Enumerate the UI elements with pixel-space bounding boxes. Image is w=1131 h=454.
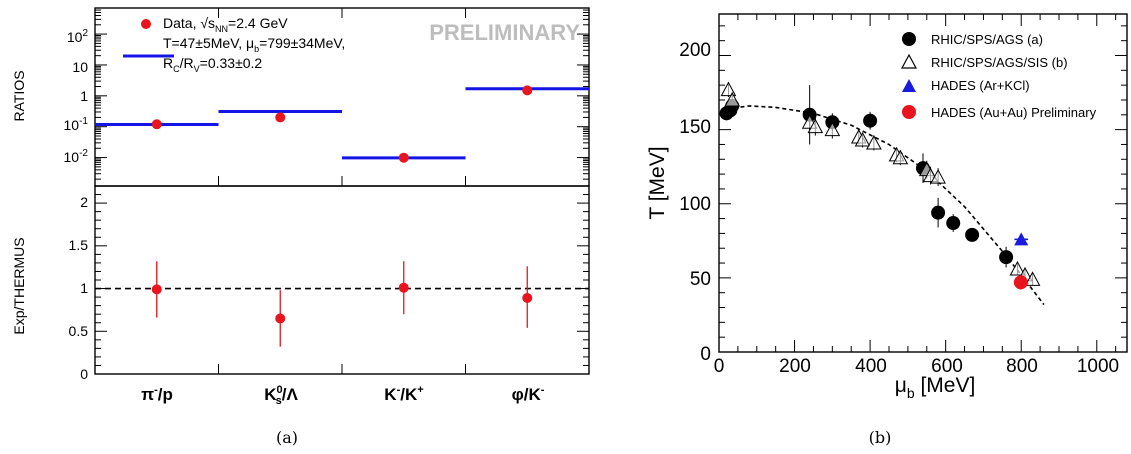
legend-rhic-label: RHIC/SPS/AGS (a) xyxy=(931,32,1043,47)
rhic-sps-ags-sis-b-point xyxy=(807,118,824,134)
exp-frame xyxy=(94,185,590,375)
legend-auau-label: HADES (Au+Au) Preliminary xyxy=(931,105,1097,120)
xtick-0: 0 xyxy=(714,356,725,377)
exp-thermus-point xyxy=(522,292,533,303)
legend-sis-marker xyxy=(900,53,918,69)
ratios-ytick-1e-2: 10-2 xyxy=(64,148,89,165)
ratios-ytick-10: 10 xyxy=(72,59,88,75)
ytick-100: 100 xyxy=(679,194,711,215)
caption-b: (b) xyxy=(869,428,892,447)
data-ratio-point xyxy=(398,152,409,163)
exp-marks xyxy=(95,261,589,347)
rhic-sps-ags-sis-b-point xyxy=(892,149,909,165)
chart-a: 10-2 10-1 1 10 102 RATIOS Exp/THERMUS 0 … xyxy=(11,7,590,447)
xtick-600: 600 xyxy=(931,356,963,377)
ratios-ytick-1: 1 xyxy=(80,88,88,104)
rhic-sps-ags-a-point xyxy=(946,216,961,231)
rhic-sps-ags-sis-b-point xyxy=(866,134,882,150)
exp-ytick-1: 1 xyxy=(80,280,88,296)
tmu-legend: RHIC/SPS/AGS (a) RHIC/SPS/AGS/SIS (b) HA… xyxy=(900,32,1097,120)
ratios-minor-ticks xyxy=(95,7,589,180)
ratios-ytick-1e-1: 10-1 xyxy=(64,116,89,133)
rhic-sps-ags-sis-b-point xyxy=(854,131,871,147)
exp-ytick-2: 2 xyxy=(80,194,88,210)
caption-a: (a) xyxy=(276,428,298,447)
category-separators xyxy=(218,8,466,374)
xtick-k0s-lambda: K0 s/Λ xyxy=(264,384,298,407)
tmu-frame xyxy=(718,13,1128,353)
tmu-ticks xyxy=(718,14,1127,353)
exp-thermus-point xyxy=(151,284,162,295)
ytick-200: 200 xyxy=(679,40,711,61)
legend-data-label: Data, √sNN=2.4 GeV xyxy=(163,15,288,34)
ylabel-t-mev: T [MeV] xyxy=(646,146,669,219)
ytick-0: 0 xyxy=(700,344,711,365)
exp-ytick-0.5: 0.5 xyxy=(69,323,89,339)
rhic-sps-ags-sis-b-point xyxy=(1009,260,1026,276)
legend-arkcl-marker xyxy=(902,79,916,92)
xtick-phi-km: φ/K- xyxy=(512,384,545,404)
xtick-pi-p: π-/p xyxy=(141,384,173,404)
chart-b: 0 50 100 150 200 0 200 400 600 800 1000 … xyxy=(646,13,1128,447)
ytick-150: 150 xyxy=(679,117,711,138)
exp-thermus-point xyxy=(398,282,409,293)
ytick-50: 50 xyxy=(690,269,711,290)
hades-au-au-preliminary-point xyxy=(1013,275,1028,290)
legend-auau-marker xyxy=(902,105,916,119)
xtick-200: 200 xyxy=(779,356,811,377)
rhic-sps-ags-a-point xyxy=(863,113,878,128)
exp-ytick-0: 0 xyxy=(80,366,88,382)
legend-sis-label: RHIC/SPS/AGS/SIS (b) xyxy=(931,55,1068,70)
legend-fit-line2: RC/RV=0.33±0.2 xyxy=(163,55,262,74)
xlabel-mub-mev: μb [MeV] xyxy=(895,374,976,401)
rhic-sps-ags-sis-b-point xyxy=(1024,271,1041,286)
ratios-ylabel: RATIOS xyxy=(11,70,27,121)
legend-rhic-marker xyxy=(902,32,916,46)
ratios-marks xyxy=(95,85,589,163)
rhic-sps-ags-a-point xyxy=(931,205,946,220)
rhic-sps-ags-a-point xyxy=(965,227,980,242)
exp-ticks xyxy=(95,185,589,375)
tmu-marks xyxy=(719,81,1045,306)
legend-fit-line1: T=47±5MeV, μb=799±34MeV, xyxy=(163,35,345,54)
data-ratio-point xyxy=(275,112,286,123)
exp-ytick-1.5: 1.5 xyxy=(69,237,89,253)
data-ratio-point xyxy=(522,85,533,96)
xtick-1000: 1000 xyxy=(1077,356,1119,377)
hades-ar-kcl-point xyxy=(1014,232,1029,246)
rhic-sps-ags-sis-b-point xyxy=(724,91,741,107)
data-ratio-point xyxy=(151,119,162,130)
legend-data-marker xyxy=(141,19,151,29)
exp-thermus-point xyxy=(275,313,286,324)
xtick-km-kp: K-/K+ xyxy=(384,384,423,404)
xtick-800: 800 xyxy=(1006,356,1038,377)
exp-ylabel: Exp/THERMUS xyxy=(11,237,27,334)
rhic-sps-ags-sis-b-point xyxy=(720,81,737,97)
preliminary-watermark: PRELIMINARY xyxy=(429,20,580,45)
rhic-sps-ags-sis-b-point xyxy=(930,169,946,184)
rhic-sps-ags-a-point xyxy=(999,250,1014,265)
rhic-sps-ags-sis-b-point xyxy=(824,121,841,137)
xtick-400: 400 xyxy=(855,356,887,377)
ratios-ytick-1e2: 102 xyxy=(67,28,89,45)
freezeout-curve xyxy=(726,105,1045,306)
legend-arkcl-label: HADES (Ar+KCl) xyxy=(931,78,1030,93)
